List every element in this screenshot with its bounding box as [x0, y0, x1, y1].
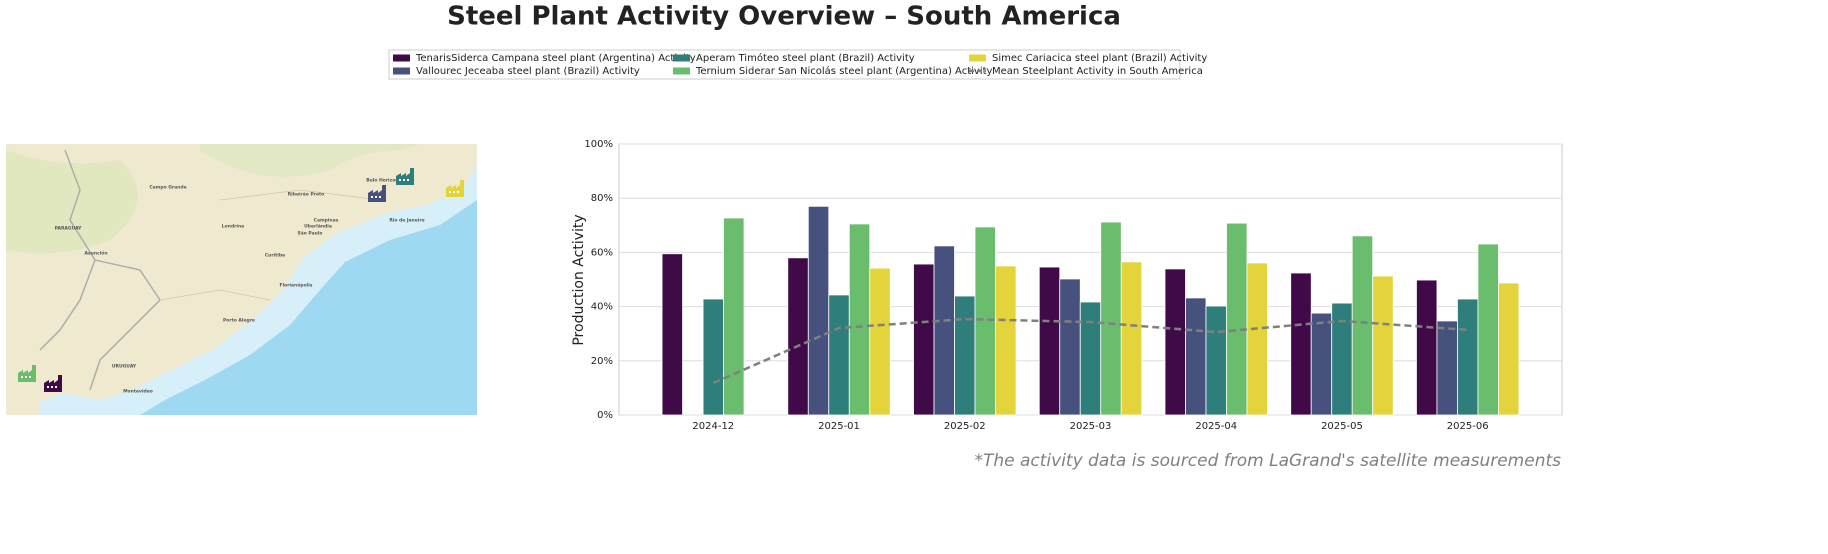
bar — [1416, 279, 1438, 416]
source-note: *The activity data is sourced from LaGra… — [974, 451, 1561, 471]
x-tick-label: 2025-01 — [818, 421, 860, 432]
plant-icon-windows — [371, 196, 381, 198]
map-sea — [140, 200, 477, 415]
bar — [1310, 312, 1333, 416]
legend-label: Ternium Siderar San Nicolás steel plant … — [695, 65, 993, 77]
bar — [1436, 320, 1458, 416]
bar — [1477, 243, 1499, 416]
map-label: Londrina — [222, 224, 244, 230]
legend-label: Aperam Timóteo steel plant (Brazil) Acti… — [696, 52, 915, 64]
map-label: Campo Grande — [149, 185, 186, 191]
bar — [1100, 221, 1122, 416]
map-label: PARAGUAY — [55, 226, 83, 232]
bar — [807, 205, 830, 416]
plant-icon-windows — [47, 386, 57, 388]
bar — [1372, 275, 1394, 416]
x-tick-label: 2025-03 — [1070, 421, 1112, 432]
y-tick-label: 40% — [591, 302, 613, 313]
mean-line — [712, 317, 1468, 385]
map-terrain — [6, 150, 138, 254]
bar — [1164, 268, 1186, 416]
map-label: Uberlândia — [304, 223, 332, 230]
bar — [1226, 222, 1248, 416]
x-tick-label: 2025-05 — [1321, 421, 1363, 432]
plant-icon-windows — [399, 179, 409, 181]
x-tick-label: 2025-02 — [944, 421, 986, 432]
map-label: Ribeirão Preto — [288, 192, 325, 198]
map-border — [159, 189, 381, 301]
bar — [1120, 261, 1143, 416]
bar — [702, 298, 724, 416]
plant-icon-windows — [21, 376, 31, 378]
y-tick-label: 80% — [591, 193, 613, 204]
bar — [1290, 272, 1312, 416]
x-tick-label: 2025-04 — [1195, 421, 1237, 432]
bar — [869, 267, 891, 416]
legend-box — [388, 49, 1181, 80]
legend-swatch — [393, 54, 410, 62]
bar — [1059, 278, 1081, 416]
bar — [954, 295, 976, 416]
bar — [1205, 305, 1227, 416]
bar — [933, 245, 955, 416]
bar — [787, 257, 809, 416]
y-axis-label: Production Activity — [571, 214, 587, 345]
bar — [995, 265, 1017, 416]
y-tick-label: 20% — [591, 356, 613, 367]
y-tick-label: 0% — [597, 410, 613, 421]
map-label: São Paulo — [298, 231, 323, 237]
legend-label: Simec Cariacica steel plant (Brazil) Act… — [992, 53, 1207, 64]
bar — [661, 253, 683, 416]
legend-swatch — [969, 54, 986, 62]
map-label: Curitiba — [265, 253, 285, 259]
map: PARAGUAY URUGUAY Asunción Porto Alegre Curit… — [6, 144, 477, 415]
map-border — [89, 259, 161, 391]
map-label: Rio de Janeiro — [389, 218, 424, 224]
legend-swatch — [673, 67, 690, 75]
bar — [1185, 297, 1207, 416]
map-label: URUGUAY — [112, 364, 137, 370]
plant-icon-windows — [449, 191, 459, 193]
bar — [723, 217, 745, 416]
y-tick-label: 60% — [591, 247, 613, 258]
legend-label: TenarisSiderca Campana steel plant (Arge… — [415, 53, 696, 64]
map-label: Asunción — [84, 250, 107, 257]
x-tick-label: 2024-12 — [692, 421, 734, 432]
map-terrain — [200, 144, 420, 177]
bar — [1246, 262, 1268, 416]
y-tick-label: 100% — [584, 139, 613, 150]
map-label: Florianópolis — [280, 282, 313, 289]
x-tick-label: 2025-06 — [1447, 421, 1489, 432]
map-label: Montevideo — [123, 389, 153, 395]
bar — [848, 223, 871, 416]
map-label: Porto Alegre — [223, 318, 255, 324]
bar — [1079, 301, 1102, 416]
legend-swatch — [393, 67, 410, 75]
bar — [1351, 235, 1374, 416]
bar — [828, 294, 850, 416]
bar — [1457, 298, 1479, 416]
chart-title: Steel Plant Activity Overview – South Am… — [447, 2, 1121, 32]
map-label: Belo Horizonte — [366, 178, 403, 184]
legend-label: Vallourec Jeceaba steel plant (Brazil) A… — [416, 66, 640, 77]
bar — [1038, 266, 1061, 416]
legend-swatch — [673, 54, 690, 62]
map-label: Campinas — [314, 218, 339, 224]
bar — [913, 263, 935, 416]
legend-label: Mean Steelplant Activity in South Americ… — [992, 66, 1203, 77]
bar — [1498, 282, 1520, 416]
